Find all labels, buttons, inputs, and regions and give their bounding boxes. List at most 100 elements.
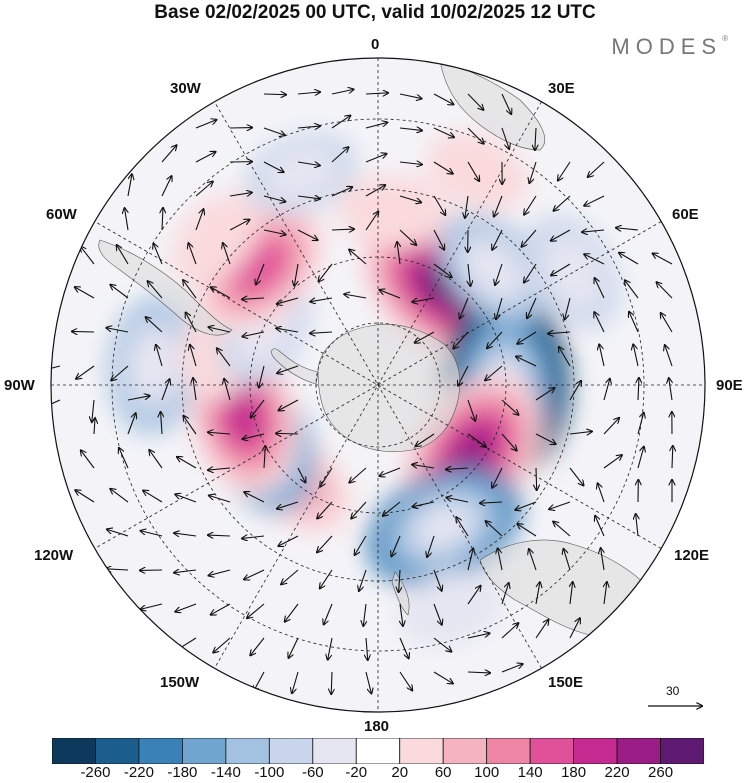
- wind-arrow: [399, 162, 422, 165]
- wind-arrow: [297, 126, 320, 128]
- wind-arrow: [366, 637, 368, 660]
- registered-mark: ®: [722, 34, 728, 43]
- colorbar-tick-label: -20: [345, 764, 368, 781]
- wind-arrow: [569, 381, 581, 401]
- brand-logo: MODES®: [611, 34, 728, 60]
- colorbar: [52, 738, 704, 764]
- wind-arrow: [501, 93, 511, 114]
- wind-arrow: [433, 161, 453, 174]
- wind-arrow: [467, 399, 475, 421]
- wind-arrow: [496, 297, 503, 319]
- wind-arrow: [281, 569, 299, 584]
- wind-arrow: [349, 467, 367, 483]
- wind-arrow: [365, 185, 385, 197]
- wind-arrow: [535, 433, 556, 444]
- wind-arrow: [467, 633, 489, 639]
- wind-arrow: [76, 365, 95, 379]
- wind-arrow: [279, 399, 299, 410]
- wind-arrow: [456, 517, 469, 537]
- colorbar-swatch: [355, 738, 401, 764]
- wind-arrow: [517, 331, 537, 344]
- wind-arrow: [397, 242, 400, 265]
- wind-arrow: [242, 331, 265, 337]
- wind-arrow: [584, 195, 605, 206]
- wind-arrow: [582, 230, 605, 232]
- wind-arrow: [413, 501, 435, 507]
- wind-arrow: [416, 433, 435, 446]
- anomaly-center: [337, 173, 449, 249]
- wind-arrow: [412, 465, 435, 468]
- wind-arrow: [285, 603, 299, 622]
- wind-arrow: [276, 433, 299, 434]
- anomaly-center: [245, 132, 357, 215]
- wind-arrow: [518, 524, 537, 537]
- wind-arrow: [599, 345, 605, 367]
- wind-arrow: [106, 328, 129, 333]
- wind-arrow: [616, 228, 639, 230]
- wind-arrow: [433, 671, 453, 683]
- reference-vector-label: 30: [666, 684, 680, 698]
- anomaly-contour: [466, 241, 522, 297]
- wind-arrow: [529, 549, 537, 571]
- lon-label-90e: 90E: [716, 377, 743, 394]
- map-boundary: [50, 57, 706, 713]
- wind-arrow: [328, 637, 333, 660]
- wind-arrow: [209, 569, 231, 576]
- wind-arrow: [399, 229, 416, 245]
- wind-arrow: [399, 195, 421, 202]
- wind-arrow: [433, 603, 442, 625]
- lon-label-120w: 120W: [34, 547, 74, 564]
- wind-arrow: [119, 448, 129, 469]
- wind-arrow: [672, 446, 673, 469]
- wind-arrow: [195, 182, 213, 197]
- wind-arrow: [594, 312, 605, 333]
- colorbar-tick-label: 180: [561, 764, 587, 781]
- colorbar-tick-label: 220: [604, 764, 630, 781]
- wind-arrow: [162, 208, 163, 231]
- wind-arrow: [535, 582, 540, 605]
- wind-arrow: [554, 195, 571, 211]
- colorbar-swatch: [486, 738, 531, 764]
- wind-arrow: [433, 195, 445, 215]
- wind-arrow: [467, 433, 486, 447]
- wind-arrow: [601, 548, 604, 571]
- wind-vectors: [51, 89, 673, 694]
- anomaly-contour: [225, 390, 262, 443]
- wind-arrow: [588, 161, 605, 177]
- map-title: Base 02/02/2025 00 UTC, valid 10/02/2025…: [154, 2, 596, 23]
- wind-arrow: [453, 331, 469, 348]
- wind-arrow: [211, 603, 231, 615]
- colorbar-swatch: [573, 738, 618, 764]
- wind-arrow: [349, 250, 367, 265]
- wind-arrow: [399, 671, 412, 690]
- wind-arrow: [310, 332, 333, 333]
- wind-arrow: [553, 522, 571, 537]
- wind-arrow: [501, 664, 523, 673]
- wind-arrow: [141, 603, 163, 609]
- wind-arrow: [458, 365, 469, 386]
- wind-arrow: [564, 549, 571, 571]
- wind-arrow: [263, 195, 285, 202]
- wind-arrow: [250, 637, 265, 655]
- wind-arrow: [317, 535, 333, 552]
- wind-arrow: [297, 92, 320, 94]
- wind-arrow: [243, 433, 265, 439]
- wind-arrow: [331, 89, 354, 95]
- wind-arrow: [638, 378, 639, 401]
- wind-arrow: [427, 535, 435, 557]
- wind-arrow: [331, 187, 352, 197]
- wind-arrow: [213, 637, 231, 652]
- wind-arrow: [551, 229, 571, 241]
- wind-arrow: [75, 490, 95, 503]
- wind-arrow: [365, 154, 386, 163]
- wind-arrow: [365, 122, 387, 129]
- wind-arrow: [106, 569, 129, 570]
- wind-arrow: [229, 220, 249, 231]
- colorbar-swatch: [660, 738, 704, 764]
- wind-arrow: [399, 569, 400, 592]
- colorbar-swatch: [616, 738, 661, 764]
- wind-arrow: [487, 331, 503, 348]
- lon-label-30w: 30W: [170, 80, 201, 97]
- wind-arrow: [603, 418, 619, 435]
- wind-arrow: [365, 93, 388, 94]
